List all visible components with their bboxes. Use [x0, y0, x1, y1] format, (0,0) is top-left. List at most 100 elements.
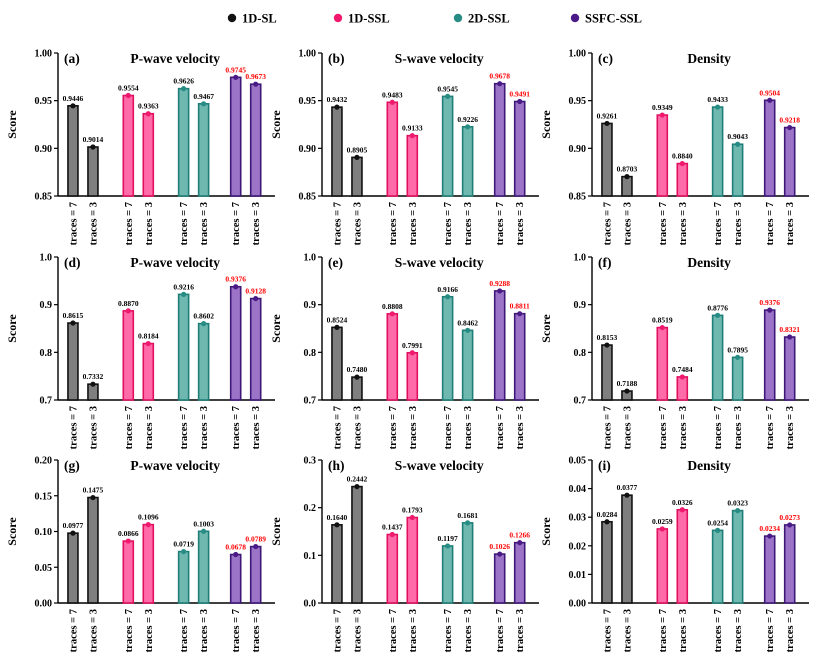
x-tick-label: traces = 3 [678, 609, 689, 652]
bar-cap-dot [70, 530, 76, 536]
data-label: 0.8776 [707, 303, 728, 312]
x-tick-label: traces = 7 [231, 406, 242, 449]
bar-2D-SSL-t3 [731, 356, 744, 401]
panel-label: (g) [64, 458, 80, 473]
y-tick-label: 0.95 [569, 96, 587, 107]
x-tick-label: traces = 7 [713, 609, 724, 652]
bar-cap-dot [735, 508, 741, 514]
bar-cap-dot [465, 520, 471, 526]
bar-cap-dot [389, 531, 395, 538]
x-tick-label: traces = 7 [713, 202, 724, 245]
bar-cap-dot [354, 374, 360, 380]
y-tick-label: 0.85 [569, 192, 587, 203]
panel-d: 0.7 0.8 0.9 1.0 Score (d) P-wave velocity 0.861… [5, 253, 275, 449]
y-tick-label: 0.05 [569, 456, 587, 467]
y-tick-label: 1.0 [574, 253, 587, 264]
x-tick-label: traces = 3 [251, 609, 262, 652]
panel-title: S-wave velocity [395, 51, 484, 66]
bar-SSFC-SSL-t3 [783, 336, 796, 401]
panel-title: P-wave velocity [130, 51, 220, 66]
x-tick-label: traces = 7 [602, 202, 613, 245]
y-tick-label: 0.9 [574, 300, 587, 311]
bar-SSFC-SSL-t3 [513, 312, 526, 401]
x-tick-label: traces = 3 [88, 406, 99, 449]
x-tick-label: traces = 7 [332, 406, 343, 449]
y-tick-label: 0.7 [574, 396, 587, 407]
bar-cap-dot [659, 324, 665, 331]
data-label: 0.7332 [83, 372, 104, 381]
x-tick-label: traces = 3 [785, 609, 796, 652]
bar-cap-dot [604, 519, 610, 525]
bar-cap-dot [445, 543, 451, 549]
x-tick-label: traces = 3 [733, 609, 744, 652]
bar-1D-SSL-t3 [676, 508, 689, 604]
x-tick-label: traces = 3 [144, 202, 155, 245]
data-label: 0.8602 [193, 312, 214, 321]
y-tick-label: 0.90 [35, 144, 53, 155]
y-tick-label: 0.95 [35, 96, 53, 107]
y-tick-label: 1.0 [40, 253, 53, 264]
bar-cap-dot [181, 86, 187, 92]
bar-1D-SSL-t7 [386, 101, 399, 197]
bar-cap-dot [715, 527, 721, 533]
bar-cap-dot [517, 311, 523, 317]
bar-1D-SSL-t3 [676, 376, 689, 401]
bar-2D-SSL-t3 [197, 103, 210, 197]
x-tick-label: traces = 3 [678, 406, 689, 449]
y-tick-label: 0.9 [304, 300, 317, 311]
panel-label: (i) [598, 458, 611, 473]
bar-cap-dot [787, 522, 793, 528]
y-tick-label: 0.95 [299, 96, 317, 107]
data-label: 0.8870 [118, 299, 139, 308]
legend-marker-SSFC-SSL [570, 13, 580, 23]
x-tick-label: traces = 7 [124, 202, 135, 245]
data-label: 0.9432 [327, 95, 348, 104]
panel-title: Density [687, 51, 731, 66]
y-tick-label: 1.00 [35, 49, 53, 60]
data-label: 0.8524 [327, 315, 348, 324]
x-tick-label: traces = 7 [388, 609, 399, 652]
bar-2D-SSL-t7 [177, 550, 190, 604]
panel-f: 0.7 0.8 0.9 1.0 Score (f) Density 0.8153 traces … [539, 253, 809, 449]
panel-a: 0.85 0.90 0.95 1.00 Score (a) P-wave velocity 0… [5, 49, 275, 245]
data-label: 0.0866 [118, 529, 139, 538]
x-tick-label: traces = 7 [495, 202, 506, 245]
y-tick-label: 1.00 [299, 49, 317, 60]
bar-cap-dot [125, 92, 131, 99]
x-tick-label: traces = 7 [179, 406, 190, 449]
data-label: 0.9673 [245, 72, 266, 81]
panel-title: S-wave velocity [395, 255, 484, 270]
y-tick-label: 0.1 [304, 551, 317, 562]
bar-2D-SSL-t7 [441, 545, 454, 604]
bar-1D-SSL-t7 [122, 540, 135, 604]
bar-SSFC-SSL-t3 [783, 126, 796, 197]
bar-2D-SSL-t7 [711, 106, 724, 197]
data-label: 0.1266 [509, 531, 530, 540]
bar-cap-dot [465, 124, 471, 130]
bar-cap-dot [181, 291, 187, 297]
x-tick-label: traces = 3 [199, 609, 210, 652]
bar-cap-dot [624, 174, 630, 180]
x-tick-label: traces = 7 [658, 609, 669, 652]
y-tick-label: 0.0 [304, 599, 317, 610]
bar-2D-SSL-t7 [711, 314, 724, 401]
bar-1D-SSL-t3 [142, 112, 155, 197]
x-tick-label: traces = 7 [68, 202, 79, 245]
panel-label: (h) [328, 458, 345, 473]
x-tick-label: traces = 3 [144, 406, 155, 449]
bar-2D-SSL-t7 [177, 293, 190, 401]
data-label: 0.0273 [779, 513, 800, 522]
data-label: 0.9554 [118, 84, 139, 93]
bar-2D-SSL-t3 [731, 509, 744, 604]
data-label: 0.0977 [63, 521, 84, 530]
bar-cap-dot [201, 321, 207, 327]
y-axis-label: Score [5, 517, 19, 546]
data-label: 0.1437 [382, 523, 403, 532]
data-label: 0.9376 [225, 275, 246, 284]
data-label: 0.0234 [759, 524, 780, 533]
x-tick-label: traces = 7 [658, 202, 669, 245]
data-label: 0.9363 [138, 102, 159, 111]
data-label: 0.8703 [617, 165, 638, 174]
bar-1D-SL-t3 [351, 485, 363, 604]
data-label: 0.9545 [437, 84, 458, 93]
